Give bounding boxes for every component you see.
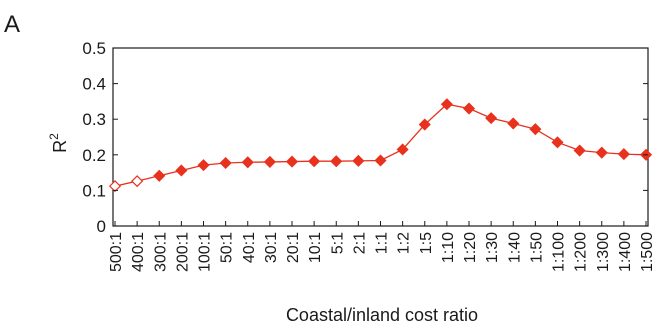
y-tick-label: 0.2 [82,146,106,165]
data-point [462,102,476,115]
x-tick-label: 20:1 [285,232,302,263]
data-point [175,164,188,177]
y-ticks: 0 0.1 0.2 0.3 0.4 0.5 [82,39,648,236]
data-point [396,143,409,156]
series-line [114,103,647,187]
data-point [418,118,431,131]
data-point [153,169,166,182]
data-point [263,155,276,168]
x-tick-label: 10:1 [307,232,324,263]
x-ticks: 500:1 400:1 300:1 200:1 100:1 50:1 40:1 30:1 20:… [108,221,656,272]
panel-label: A [4,11,20,38]
x-tick-label: 40:1 [241,232,258,263]
data-point [507,117,520,130]
x-tick-label: 1:20 [462,232,479,263]
data-point [241,156,254,169]
x-tick-label: 2:1 [351,232,368,254]
x-tick-label: 1:200 [573,232,590,272]
x-tick-label: 1:2 [396,232,413,254]
y-tick-label: 0.1 [82,181,106,200]
plot-axes [112,47,649,227]
y-tick-label: 0.3 [82,110,106,129]
data-point [330,155,343,168]
data-point [440,98,453,111]
data-point [551,136,564,149]
x-tick-label: 500:1 [108,232,125,272]
y-axis-label-superscript: 2 [47,133,61,140]
x-tick-label: 1:50 [528,232,545,263]
data-point [485,112,498,125]
data-point [197,159,210,172]
data-point [374,154,387,167]
series-layer [108,98,653,193]
x-tick-label: 1:1 [374,232,391,254]
x-tick-label: 200:1 [174,232,191,272]
y-axis-label-base: R [50,140,70,153]
x-tick-label: 1:40 [506,232,523,263]
x-tick-label: 1:10 [440,232,457,263]
data-point [219,156,232,170]
x-tick-label: 300:1 [152,232,169,272]
x-tick-label: 1:500 [639,232,656,272]
x-axis-title: Coastal/inland cost ratio [286,305,478,325]
x-tick-label: 1:30 [484,232,501,263]
x-tick-label: 5:1 [329,232,346,254]
data-point [529,123,542,136]
x-tick-label: 1:5 [418,232,435,254]
y-tick-label: 0.4 [82,75,106,94]
x-tick-label: 400:1 [130,232,147,272]
data-point [285,155,299,168]
x-tick-label: 50:1 [219,232,236,263]
y-tick-label: 0.5 [82,39,106,58]
plot-frame [112,47,649,227]
x-tick-label: 1:400 [617,232,634,272]
data-point [108,180,122,193]
data-point [131,175,144,188]
x-tick-label: 100:1 [197,232,214,272]
x-tick-label: 1:100 [551,232,568,272]
y-axis-title: R2 [47,133,70,153]
data-point [352,154,365,167]
data-point [308,155,321,168]
data-point [595,146,608,159]
data-point [573,144,586,157]
y-axis-label: R2 [47,133,70,153]
x-tick-label: 30:1 [263,232,280,263]
y-tick-label: 0 [97,217,106,236]
data-point [617,148,630,161]
x-tick-label: 1:300 [595,232,612,272]
